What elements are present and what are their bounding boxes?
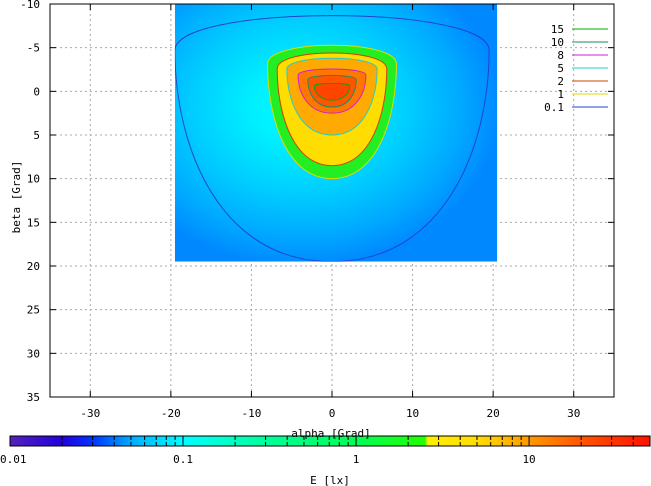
- x-tick-label: -30: [80, 407, 100, 420]
- contour-lines: [174, 15, 490, 262]
- y-tick-label: 30: [27, 347, 40, 360]
- colorbar-label: E [lx]: [310, 474, 350, 486]
- x-tick-label: -20: [161, 407, 181, 420]
- x-tick-label: 20: [487, 407, 500, 420]
- colorbar: 0.01 0.1 1 10: [0, 435, 651, 466]
- y-tick-label: -10: [20, 0, 40, 11]
- y-tick-label: 10: [27, 173, 40, 186]
- y-tick-label: -5: [27, 42, 40, 55]
- contour-line-15: [313, 82, 351, 101]
- colorbar-tick-label: 0.01: [0, 453, 27, 466]
- level-region-15: [314, 83, 350, 101]
- y-tick-label: 35: [27, 391, 40, 404]
- y-tick-label: 0: [33, 85, 40, 98]
- legend-label: 2: [557, 75, 564, 88]
- legend-label: 15: [551, 23, 564, 36]
- y-tick-label: 15: [27, 216, 40, 229]
- x-tick-label: 30: [567, 407, 580, 420]
- y-tick-label: 25: [27, 304, 40, 317]
- legend-label: 10: [551, 36, 564, 49]
- legend-label: 1: [557, 88, 564, 101]
- contour-line-10: [307, 74, 357, 108]
- contour-line-5: [286, 57, 378, 136]
- x-tick-label: -10: [241, 407, 261, 420]
- colorbar-tick-label: 1: [353, 453, 360, 466]
- contour-line-0.1: [174, 15, 490, 262]
- y-tick-label: 5: [33, 129, 40, 142]
- x-tick-label: 10: [406, 407, 419, 420]
- contour-line-1: [267, 44, 397, 180]
- heatmap-area: [174, 4, 498, 262]
- x-axis-label: alpha [Grad]: [291, 427, 370, 440]
- y-tick-label: 20: [27, 260, 40, 273]
- y-axis-label: beta [Grad]: [10, 161, 23, 234]
- colorbar-tick-label: 0.1: [173, 453, 193, 466]
- contour-line-2: [276, 52, 388, 167]
- legend-label: 8: [557, 49, 564, 62]
- legend-label: 0.1: [544, 101, 564, 114]
- legend-label: 5: [557, 62, 564, 75]
- colorbar-tick-label: 10: [522, 453, 535, 466]
- contour-line-8: [297, 68, 367, 114]
- x-tick-label: 0: [329, 407, 336, 420]
